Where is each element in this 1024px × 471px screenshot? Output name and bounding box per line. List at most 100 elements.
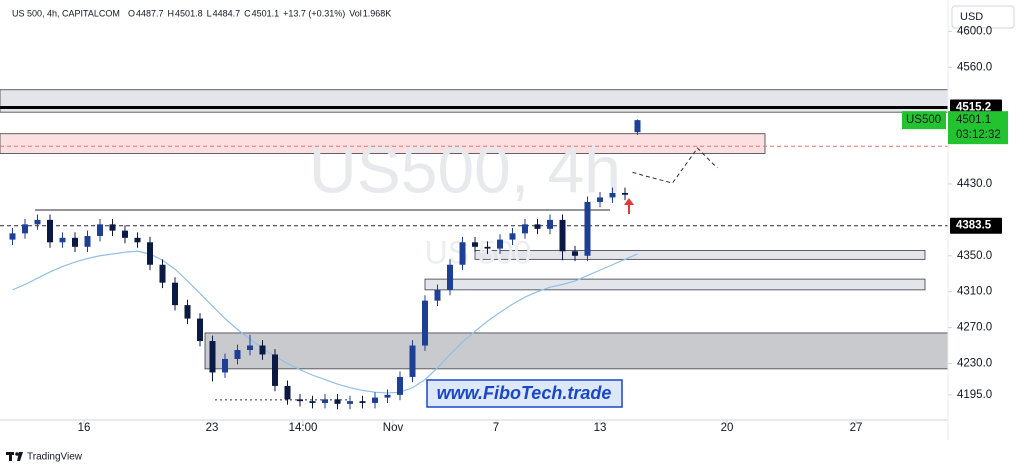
change: +13.7 (+0.31%) [283, 8, 345, 18]
candle-body [572, 251, 578, 256]
y-tick-label: 4560.0 [957, 61, 992, 73]
last-price: 4501.1 [956, 114, 991, 126]
candle-body [534, 224, 541, 229]
legend-header: US 500, 4h, CAPITALCOM O 4487.7 H 4501.8 L 44… [12, 8, 391, 18]
candle-body [609, 192, 616, 198]
candle-body [334, 399, 341, 404]
candle-body [622, 192, 628, 195]
zone [474, 249, 926, 260]
candle-body [359, 401, 366, 403]
candle-body [484, 246, 491, 249]
forecast-path [632, 147, 718, 184]
candle-body [297, 399, 303, 402]
candle-body [97, 224, 103, 237]
ohlc-value: 4501.1 [252, 8, 280, 18]
candle-body [284, 385, 291, 400]
x-tick-label: Nov [383, 422, 404, 434]
y-tick-label: 4195.0 [957, 389, 992, 401]
candle-body [309, 401, 316, 403]
candle-body [84, 236, 91, 247]
candle-body [147, 242, 153, 265]
watermark: US500, 4h [309, 132, 621, 206]
candle-body [122, 230, 128, 238]
candle-body [209, 341, 216, 373]
y-tick-label: 4270.0 [957, 322, 992, 334]
watermark-small: US 500 [425, 234, 532, 270]
volume-label: Vol [349, 8, 362, 18]
countdown: 03:12:32 [956, 129, 1001, 141]
x-tick-label: 14:00 [289, 422, 318, 434]
candle-body [59, 237, 66, 243]
candle-body [497, 239, 503, 249]
brand-box [426, 379, 623, 408]
plot [0, 106, 948, 410]
candle-body [434, 289, 441, 301]
candle-body [172, 282, 178, 306]
x-tick-label: 7 [493, 422, 499, 434]
symbol: US 500, 4h, CAPITALCOM [12, 8, 120, 18]
y-tick-label: 4350.0 [957, 250, 992, 262]
footer: TradingView [27, 452, 83, 463]
zone [204, 332, 949, 370]
candle-body [259, 345, 266, 355]
candle-body [47, 219, 53, 243]
candle-body [509, 233, 516, 240]
candle-body [9, 233, 16, 240]
candle-body [634, 120, 641, 133]
x-tick-label: 16 [78, 422, 91, 434]
x-tick-label: 23 [206, 422, 219, 434]
ohlc-label: L [207, 8, 212, 18]
x-tick-label: 20 [721, 422, 734, 434]
candle-body [34, 219, 41, 225]
brand: www.FiboTech.trade [437, 383, 612, 403]
level-label-box [950, 217, 1002, 234]
ohlc-value: 4484.7 [213, 8, 241, 18]
last-price-box [948, 111, 1008, 145]
candle-body [159, 264, 166, 283]
candle-body [72, 237, 78, 247]
candle-body [22, 224, 28, 234]
candle-body [547, 219, 553, 229]
candle-body [372, 397, 378, 403]
candle-body [109, 224, 116, 231]
candle-body [422, 300, 428, 346]
candle-body [584, 201, 591, 256]
candle-body [597, 197, 603, 202]
moving-average [12, 250, 638, 394]
ohlc-value: 4501.8 [175, 8, 203, 18]
candle-body [222, 358, 228, 373]
candle-body [384, 394, 391, 398]
zone [0, 133, 766, 154]
candle-body [234, 350, 241, 359]
candle-body [459, 242, 466, 265]
volume: 1.968K [363, 8, 392, 18]
zone [424, 278, 926, 291]
candle-body [347, 401, 353, 404]
candle-body [447, 264, 453, 290]
candle-body [197, 318, 203, 342]
candle-body [247, 345, 253, 350]
y-tick-label: 4230.0 [957, 357, 992, 369]
candle-body [272, 354, 278, 386]
candle-body [522, 224, 528, 234]
level-label: 4515.2 [956, 102, 991, 114]
ohlc-label: O [128, 8, 135, 18]
currency[interactable]: USD [960, 11, 983, 23]
candle-body [397, 376, 403, 395]
candle-body [472, 242, 478, 247]
ohlc-value: 4487.7 [136, 8, 164, 18]
y-tick-label: 4600.0 [957, 25, 992, 37]
x-tick-label: 27 [850, 422, 863, 434]
symbol-tag-box [902, 111, 946, 130]
ohlc-label: H [168, 8, 175, 18]
level-label: 4383.5 [956, 220, 992, 232]
currency-button[interactable] [951, 5, 1015, 29]
x-tick-label: 13 [594, 422, 607, 434]
y-tick-label: 4310.0 [957, 286, 992, 298]
arrow-annotation [624, 198, 634, 214]
candle-body [409, 345, 416, 377]
candle-body [559, 219, 566, 252]
y-tick-label: 4430.0 [957, 178, 992, 190]
ohlc-label: C [244, 8, 251, 18]
